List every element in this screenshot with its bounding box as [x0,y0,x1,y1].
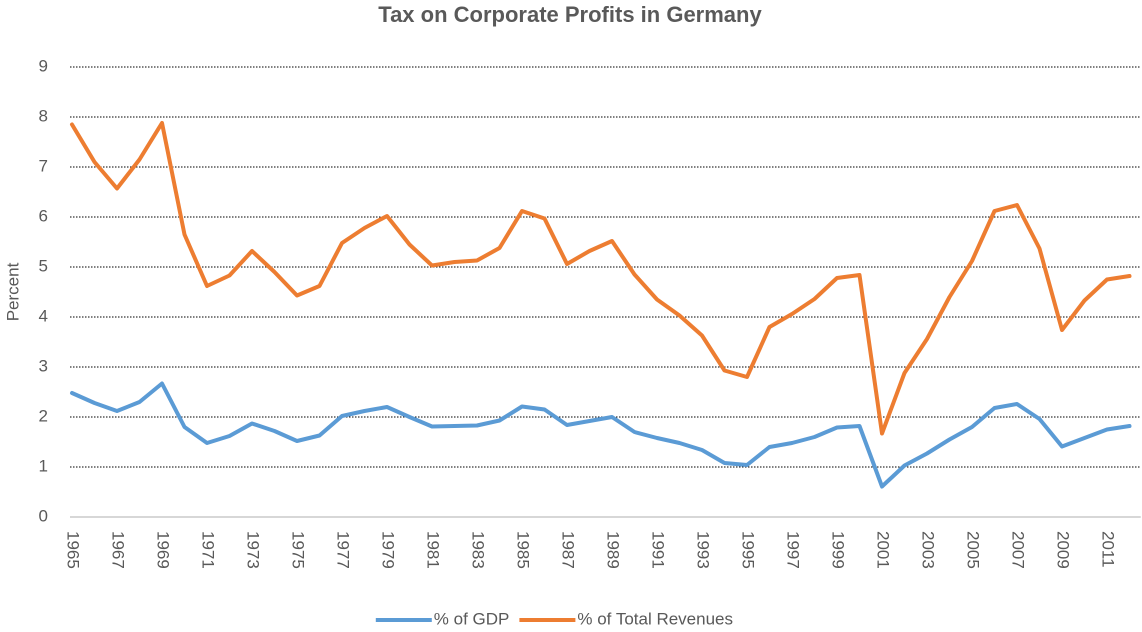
y-tick-label: 3 [39,356,48,375]
x-tick-label: 2001 [874,531,893,569]
legend-label: % of Total Revenues [577,609,733,628]
x-tick-label: 1987 [559,531,578,569]
x-tick-label: 1989 [604,531,623,569]
x-tick-label: 2011 [1099,531,1118,568]
y-tick-label: 6 [39,206,48,225]
x-tick-label: 2009 [1054,531,1073,569]
x-tick-label: 1977 [334,531,353,569]
x-tick-label: 2003 [919,531,938,569]
y-tick-label: 5 [39,256,48,275]
x-tick-label: 1971 [199,531,218,569]
chart-title: Tax on Corporate Profits in Germany [378,2,762,27]
x-tick-label: 1983 [469,531,488,569]
x-tick-label: 2005 [964,531,983,569]
y-tick-label: 7 [39,156,48,175]
y-tick-label: 8 [39,106,48,125]
y-tick-label: 9 [39,56,48,75]
y-tick-label: 2 [39,406,48,425]
x-tick-label: 1995 [739,531,758,569]
y-tick-label: 4 [39,306,48,325]
x-tick-label: 1979 [379,531,398,569]
legend-label: % of GDP [434,609,510,628]
x-tick-label: 1975 [289,531,308,569]
x-tick-label: 1973 [244,531,263,569]
y-tick-label: 1 [39,456,48,475]
x-tick-label: 1999 [829,531,848,569]
y-tick-label: 0 [39,506,48,525]
x-tick-label: 1969 [154,531,173,569]
x-tick-label: 1981 [424,531,443,569]
x-tick-label: 1993 [694,531,713,569]
x-tick-label: 2007 [1009,531,1028,569]
x-tick-label: 1985 [514,531,533,569]
line-series [70,121,1132,436]
x-tick-label: 1991 [649,531,668,569]
x-tick-label: 1997 [784,531,803,569]
x-tick-label: 1967 [109,531,128,569]
line-series [70,381,1132,489]
x-tick-label: 1965 [64,531,83,569]
y-axis-label: Percent [3,262,22,321]
